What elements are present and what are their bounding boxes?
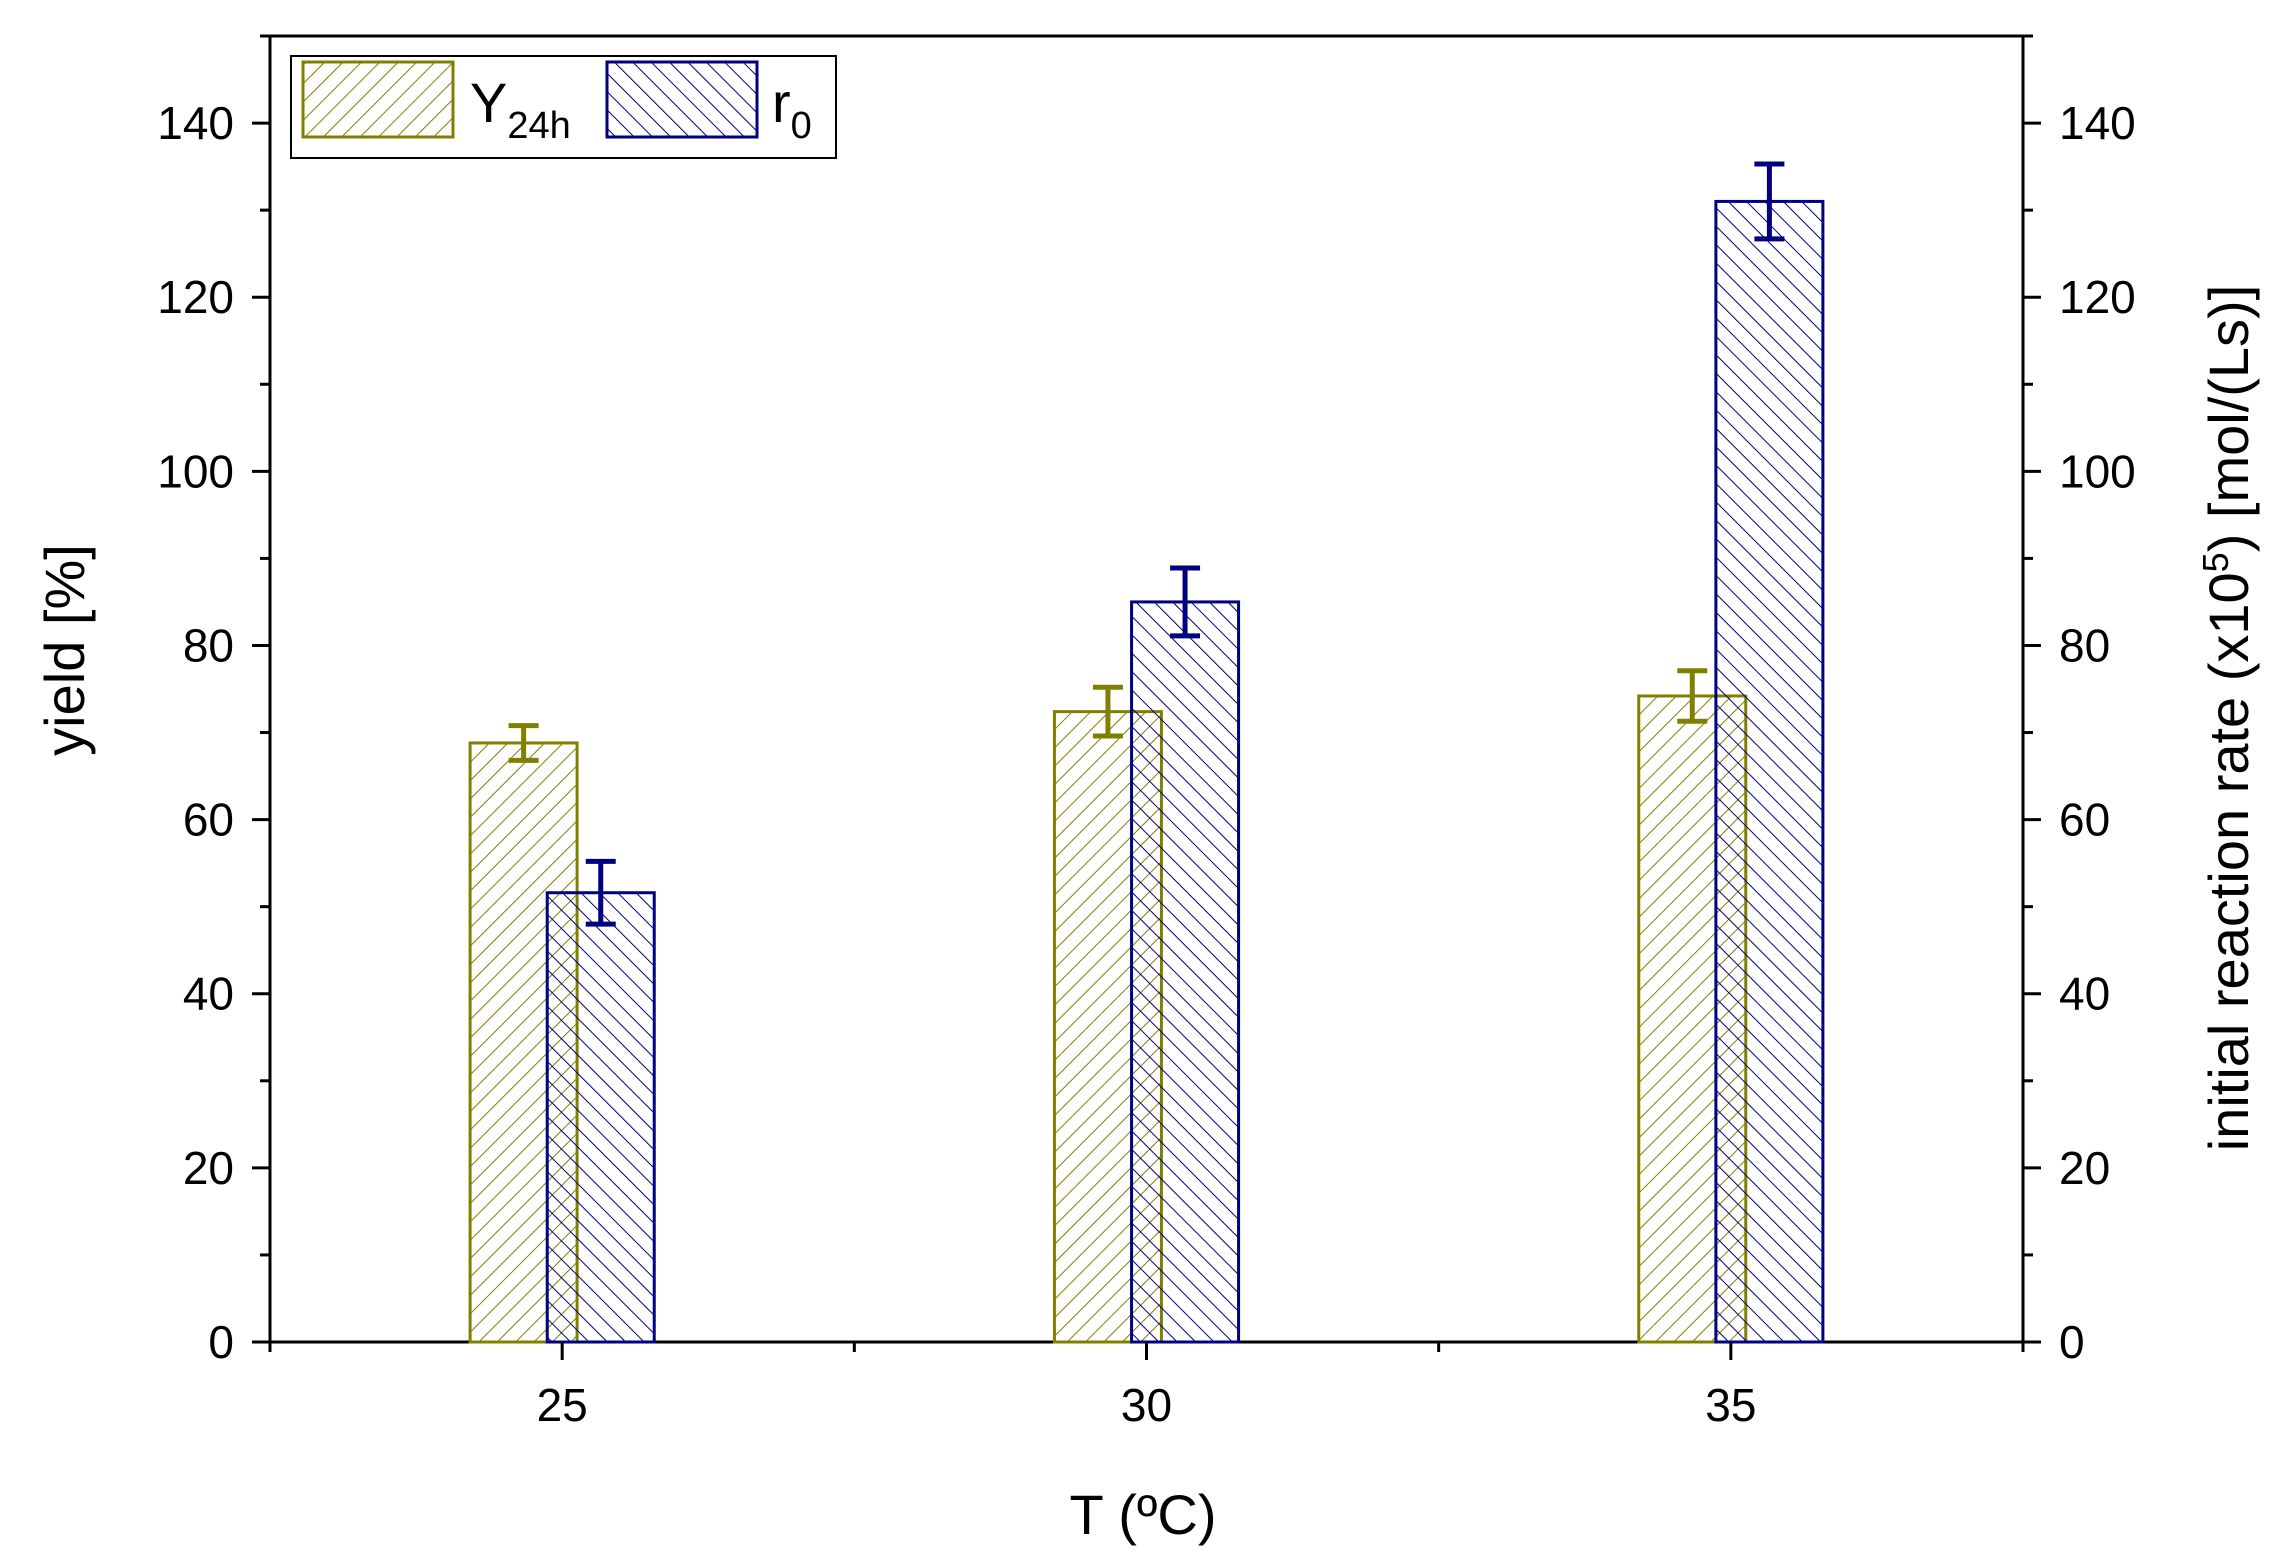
x-tick-label: 35: [1705, 1379, 1756, 1431]
y-left-tick-label: 140: [157, 97, 234, 149]
y-right-tick-label: 20: [2059, 1142, 2110, 1194]
y-left-tick-label: 120: [157, 271, 234, 323]
y-left-tick-label: 0: [208, 1316, 234, 1368]
y-left-tick-label: 60: [183, 794, 234, 846]
y-axis-title-right-sup: 5: [2195, 552, 2236, 572]
y-left-tick-label: 20: [183, 1142, 234, 1194]
legend-label-r0-main: r: [772, 71, 791, 134]
y-right-tick-label: 40: [2059, 968, 2110, 1020]
legend-label-y24h: Y24h: [470, 71, 571, 147]
legend-label-r0: r0: [772, 71, 812, 147]
legend-swatch-y24h: [301, 60, 455, 139]
legend: Y24h r0: [290, 55, 837, 159]
x-tick-label: 30: [1121, 1379, 1172, 1431]
bar-r0-35: [1714, 199, 1825, 1344]
y-left-tick-label: 40: [183, 968, 234, 1020]
y-axis-title-right: initial reaction rate (x105) [mol/(Ls)]: [2195, 285, 2260, 1152]
legend-swatch-r0: [605, 60, 759, 139]
y-right-tick-label: 100: [2059, 445, 2136, 497]
legend-label-r0-sub: 0: [791, 105, 812, 147]
y-left-tick-label: 80: [183, 619, 234, 671]
axes-layer: 25 30 35 0 0 20 20 40 40 60 60 80 80 100 100 120 120 140 1…: [157, 34, 2136, 1431]
y-axis-title-left: yield [%]: [33, 544, 96, 756]
y-right-tick-label: 0: [2059, 1316, 2085, 1368]
legend-label-y24h-main: Y: [470, 71, 507, 134]
y-right-tick-label: 80: [2059, 619, 2110, 671]
y-right-tick-label: 60: [2059, 794, 2110, 846]
bar-r0-25: [545, 891, 656, 1344]
y-right-tick-label: 140: [2059, 97, 2136, 149]
y-right-tick-label: 120: [2059, 271, 2136, 323]
legend-label-y24h-sub: 24h: [507, 105, 570, 147]
x-tick-label: 25: [537, 1379, 588, 1431]
error-bars-layer: [508, 161, 1785, 927]
x-axis-title: T (ºC): [1070, 1483, 1217, 1546]
y-axis-title-right-base: initial reaction rate (x10: [2197, 572, 2260, 1151]
bar-r0-30: [1130, 600, 1241, 1344]
y-left-tick-label: 100: [157, 445, 234, 497]
bars-layer: [468, 199, 1825, 1344]
y-axis-title-right-rest: ) [mol/(Ls)]: [2197, 285, 2260, 553]
